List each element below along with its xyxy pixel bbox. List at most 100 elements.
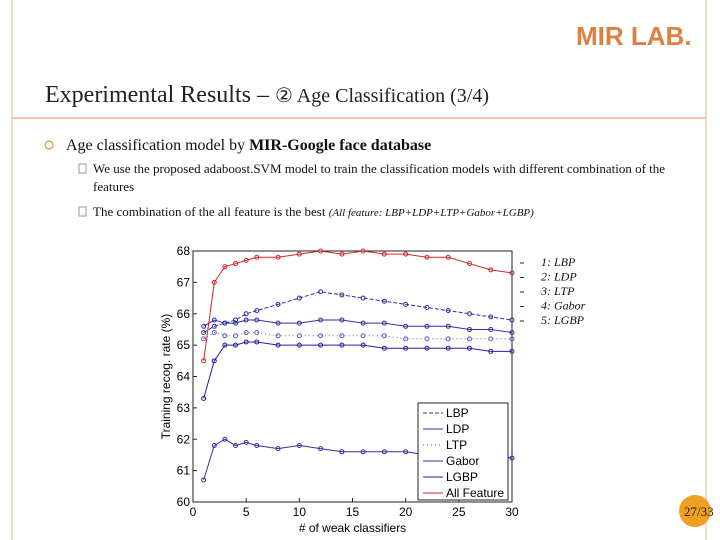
series-point: [233, 317, 239, 323]
series-point: [466, 326, 472, 332]
series-point: [254, 339, 260, 345]
title-sub: ② Age Classification (3/4): [275, 85, 489, 107]
y-tick-label: 67: [177, 275, 191, 289]
series-point: [296, 251, 302, 257]
legend-label: LGBP: [446, 470, 478, 484]
sub-bullet-icon: [78, 163, 87, 174]
series-point: [222, 333, 228, 339]
series-point: [318, 333, 324, 339]
series-point: [233, 261, 239, 267]
series-point: [339, 449, 345, 455]
series-point: [318, 289, 324, 295]
bullet-icon: [44, 140, 54, 150]
series-point: [381, 251, 387, 257]
legend-box: [417, 402, 509, 501]
x-tick-label: 0: [190, 505, 197, 519]
series-point: [201, 330, 207, 336]
series-point: [360, 449, 366, 455]
series-point: [424, 336, 430, 342]
series-point: [381, 298, 387, 304]
series-point: [201, 358, 207, 364]
series-point: [222, 264, 228, 270]
series-point: [243, 339, 249, 345]
series-point: [403, 336, 409, 342]
sub-bullet-icon: [78, 206, 87, 217]
series-point: [403, 449, 409, 455]
y-tick-label: 64: [177, 370, 191, 384]
series-line: [203, 341, 512, 399]
series-point: [201, 477, 207, 483]
series-point: [488, 267, 494, 273]
series-point: [211, 330, 217, 336]
series-point: [211, 358, 217, 364]
series-point: [381, 333, 387, 339]
series-point: [509, 336, 515, 342]
series-point: [339, 317, 345, 323]
series-point: [360, 342, 366, 348]
series-point: [381, 449, 387, 455]
series-point: [509, 348, 515, 354]
series-point: [296, 333, 302, 339]
series-point: [243, 330, 249, 336]
series-point: [296, 443, 302, 449]
x-tick-label: 30: [505, 505, 519, 519]
series-point: [211, 279, 217, 285]
series-point: [275, 320, 281, 326]
bullet-text: Age classification model by: [66, 137, 249, 154]
annotation: 1: LBP: [541, 255, 576, 269]
series-point: [243, 257, 249, 263]
series-point: [403, 251, 409, 257]
y-tick-label: 68: [177, 244, 191, 258]
series-point: [424, 254, 430, 260]
y-tick-label: 63: [177, 401, 191, 415]
y-axis-label: Training recog. rate (%): [159, 314, 173, 440]
sub-bullet-box: We use the proposed adaboost.SVM model t…: [93, 161, 665, 194]
series-point: [211, 317, 217, 323]
series-point: [275, 342, 281, 348]
legend-label: Gabor: [446, 454, 479, 468]
series-point: [243, 439, 249, 445]
bullet-bold: MIR-Google face database: [249, 137, 431, 154]
series-point: [243, 317, 249, 323]
series-point: [254, 317, 260, 323]
series-point: [318, 446, 324, 452]
annotation: 5: LGBP: [541, 313, 585, 327]
series-point: [339, 342, 345, 348]
series-point: [211, 323, 217, 329]
series-point: [275, 446, 281, 452]
series-point: [509, 330, 515, 336]
series-point: [424, 323, 430, 329]
y-tick-label: 60: [177, 495, 191, 509]
series-point: [360, 333, 366, 339]
series-point: [488, 314, 494, 320]
series-point: [509, 317, 515, 323]
series-point: [445, 308, 451, 314]
series-point: [222, 320, 228, 326]
series-line: [203, 291, 513, 334]
series-line: [203, 332, 512, 340]
page-badge: [679, 495, 711, 527]
series-point: [318, 317, 324, 323]
annotation: 3: LTP: [540, 284, 575, 298]
legend-label: All Feature: [446, 486, 504, 500]
annotation: 2: LDP: [541, 270, 577, 284]
series-point: [254, 308, 260, 314]
series-point: [233, 342, 239, 348]
series-point: [254, 443, 260, 449]
series-point: [275, 254, 281, 260]
series-point: [254, 254, 260, 260]
series-point: [488, 348, 494, 354]
series-point: [360, 248, 366, 254]
series-point: [509, 455, 515, 461]
series-point: [254, 330, 260, 336]
series-line: [203, 319, 513, 334]
series-point: [339, 251, 345, 257]
series-point: [296, 342, 302, 348]
series-point: [275, 301, 281, 307]
series-point: [403, 345, 409, 351]
series-point: [296, 295, 302, 301]
series-point: [403, 301, 409, 307]
series-point: [360, 295, 366, 301]
series-point: [222, 342, 228, 348]
